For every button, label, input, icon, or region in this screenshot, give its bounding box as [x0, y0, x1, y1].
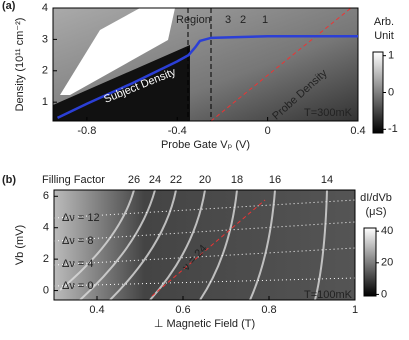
y-tick-label: 4 — [42, 2, 48, 14]
frame-a — [52, 7, 359, 122]
x-tick-label: -0.4 — [168, 125, 187, 137]
annotation: T=100mK — [304, 289, 353, 301]
annotation: Δν = 12 — [62, 212, 100, 224]
colorbar-tick-label: -1 — [388, 123, 398, 135]
frame-b — [53, 189, 356, 301]
y-tick-label: 4 — [43, 222, 49, 234]
annotation: Region — [176, 14, 211, 26]
colorbar-label: (μS) — [365, 206, 386, 218]
y-tick-label: 0 — [43, 284, 49, 296]
filling-factor: 14 — [321, 174, 333, 186]
annotation: 1 — [262, 14, 268, 26]
panel-label: (a) — [2, 0, 16, 12]
colorbar-label: dI/dVb — [360, 192, 392, 204]
annotation: Δν = 4 — [62, 258, 94, 270]
x-tick-label: 0.6 — [175, 304, 190, 316]
density-line — [56, 35, 358, 119]
annotation: 2 — [240, 14, 246, 26]
colorbar-a — [372, 51, 384, 134]
y-tick-label: 3 — [42, 33, 48, 45]
panel-label: (b) — [2, 174, 16, 186]
filling-factor: 16 — [269, 174, 281, 186]
x-tick-label: 1 — [352, 304, 358, 316]
x-tick-label: -0.8 — [77, 125, 96, 137]
colorbar-tick-label: 0 — [388, 86, 394, 98]
top-label: Filling Factor — [42, 174, 105, 186]
y-axis-label: Density (10¹¹ cm⁻²) — [14, 18, 26, 112]
y-tick-label: 6 — [43, 190, 49, 202]
y-axis-label: Vb (mV) — [14, 225, 26, 265]
filling-factor: 22 — [170, 174, 182, 186]
x-tick-label: 0.4 — [350, 125, 365, 137]
colorbar-tick-label: 0 — [381, 288, 387, 300]
colorbar-label: Unit — [374, 30, 394, 42]
colorbar-label: Arb. — [374, 16, 394, 28]
filling-factor: 18 — [231, 174, 243, 186]
x-tick-label: 0.8 — [261, 304, 276, 316]
colorbar-tick-label: 40 — [381, 225, 393, 237]
filling-factor: 24 — [149, 174, 161, 186]
annotation: 3 — [225, 14, 231, 26]
x-tick-label: 0.4 — [89, 304, 104, 316]
filling-factor: 20 — [199, 174, 211, 186]
colorbar-b — [363, 227, 377, 297]
annotation: T=300mK — [304, 107, 353, 119]
x-axis-label: ⊥ Magnetic Field (T) — [154, 318, 255, 330]
y-tick-label: 2 — [43, 253, 49, 265]
heatmap-b — [54, 190, 355, 300]
heatmap-a — [53, 8, 358, 121]
x-tick-label: 0 — [265, 125, 271, 137]
y-tick-label: 1 — [42, 96, 48, 108]
y-tick-label: 2 — [42, 65, 48, 77]
filling-factor: 26 — [128, 174, 140, 186]
colorbar-tick-label: 1 — [388, 50, 394, 62]
colorbar-tick-label: 20 — [381, 257, 393, 269]
annotation: Δν = 8 — [62, 235, 94, 247]
annotation: Δν = 0 — [62, 280, 94, 292]
x-axis-label: Probe Gate Vₚ (V) — [161, 139, 250, 151]
